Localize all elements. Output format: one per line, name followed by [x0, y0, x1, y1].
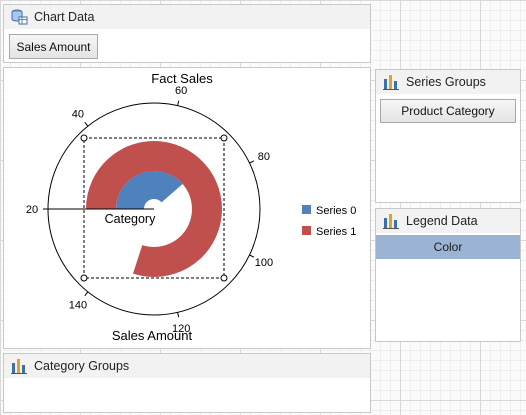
- category-label: Category: [105, 212, 156, 226]
- radial-chart: Fact Sales 20 40 60 80 100 120 140 Category Sa…: [26, 71, 356, 343]
- category-groups-panel: Category Groups: [3, 353, 371, 413]
- resize-handle-br[interactable]: [220, 274, 228, 282]
- database-icon: [11, 9, 28, 25]
- selection-box[interactable]: [83, 137, 225, 279]
- resize-handle-bl[interactable]: [80, 274, 88, 282]
- color-field[interactable]: Color: [376, 235, 520, 259]
- axis-tick-label: 80: [258, 151, 270, 163]
- axis-tick: [84, 121, 89, 127]
- resize-handle-tr[interactable]: [220, 134, 228, 142]
- series-groups-header: Series Groups: [376, 70, 520, 94]
- category-groups-title: Category Groups: [34, 359, 130, 373]
- axis-label: Sales Amount: [112, 328, 193, 343]
- series-groups-panel: Series Groups Product Category: [375, 69, 521, 203]
- axis-tick-label: 60: [175, 85, 187, 97]
- bar-chart-icon: [11, 359, 27, 374]
- axis-tick: [84, 291, 89, 297]
- axis-tick: [249, 254, 255, 258]
- legend-data-header: Legend Data: [376, 209, 520, 233]
- chart-data-panel: Chart Data Sales Amount: [3, 4, 371, 63]
- legend-data-panel: Legend Data Color: [375, 208, 521, 342]
- axis-tick-label: 140: [69, 299, 87, 311]
- legend-swatch-series-0: [302, 205, 311, 214]
- chart-data-header: Chart Data: [4, 5, 370, 29]
- sales-amount-field[interactable]: Sales Amount: [9, 34, 98, 59]
- ring-series-1: [86, 141, 222, 277]
- legend-label-series-0: Series 0: [316, 205, 356, 217]
- axis-tick-label: 100: [255, 257, 273, 269]
- axis-tick-label: 40: [72, 109, 84, 121]
- legend-swatch-series-1: [302, 226, 311, 235]
- chart-title: Fact Sales: [151, 71, 213, 86]
- series-groups-title: Series Groups: [406, 75, 486, 89]
- axis-tick: [249, 160, 255, 164]
- legend-data-title: Legend Data: [406, 214, 478, 228]
- bar-chart-icon: [383, 75, 399, 90]
- chart-data-title: Chart Data: [34, 10, 95, 24]
- axis-tick: [177, 100, 180, 106]
- resize-handle-tl[interactable]: [80, 134, 88, 142]
- category-groups-header: Category Groups: [4, 354, 370, 378]
- bar-chart-icon: [383, 214, 399, 229]
- product-category-field[interactable]: Product Category: [380, 99, 516, 123]
- axis-tick-label: 120: [172, 323, 190, 335]
- axis-tick-label: 20: [26, 204, 38, 216]
- axis-tick: [177, 312, 180, 318]
- ring-series-0: [116, 171, 183, 209]
- legend: Series 0 Series 1: [302, 205, 356, 238]
- legend-label-series-1: Series 1: [316, 226, 356, 238]
- chart-panel: Fact Sales 20 40 60 80 100 120 140 Category Sa…: [3, 67, 371, 349]
